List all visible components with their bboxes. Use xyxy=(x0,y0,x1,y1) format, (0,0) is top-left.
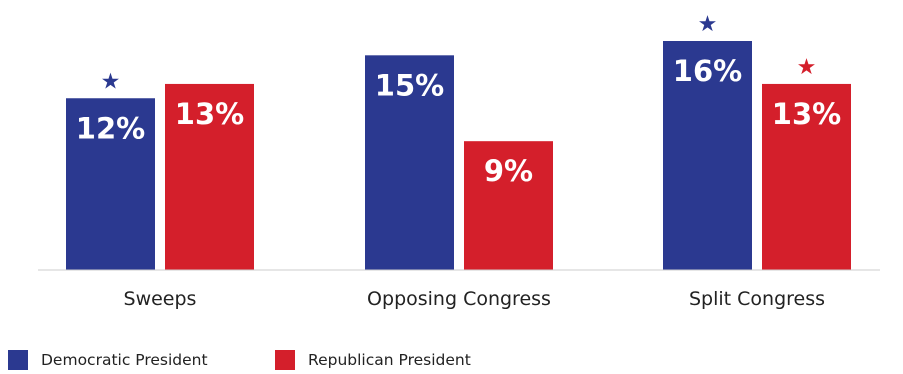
bar-split-congress-democratic-president xyxy=(663,41,752,270)
bar-sweeps-democratic-president xyxy=(66,98,155,270)
bar-sweeps-republican-president xyxy=(165,83,254,270)
star-icon: ★ xyxy=(101,69,121,94)
star-icon: ★ xyxy=(797,55,817,80)
category-label: Opposing Congress xyxy=(367,288,551,310)
category-label: Sweeps xyxy=(124,288,197,310)
bar-split-congress-republican-president xyxy=(762,83,851,270)
star-icon: ★ xyxy=(698,12,718,37)
category-label: Split Congress xyxy=(689,288,825,310)
bar-value-label: 12% xyxy=(76,111,145,145)
bars-layer: 12% ★ 13% 15% 9% 16% ★ 13% ★ xyxy=(66,12,851,270)
legend: Democratic President Republican President xyxy=(8,350,471,370)
bar-opposing-congress-democratic-president xyxy=(365,55,454,270)
legend-swatch xyxy=(8,350,28,370)
bar-value-label: 16% xyxy=(673,54,742,88)
legend-label: Democratic President xyxy=(41,351,208,369)
category-labels: Sweeps Opposing Congress Split Congress xyxy=(124,288,826,310)
legend-label: Republican President xyxy=(308,351,471,369)
bar-value-label: 9% xyxy=(484,154,533,188)
legend-swatch xyxy=(275,350,295,370)
bar-value-label: 13% xyxy=(175,97,244,131)
bar-opposing-congress-republican-president xyxy=(464,141,553,270)
bar-value-label: 13% xyxy=(772,97,841,131)
bar-value-label: 15% xyxy=(375,68,444,102)
